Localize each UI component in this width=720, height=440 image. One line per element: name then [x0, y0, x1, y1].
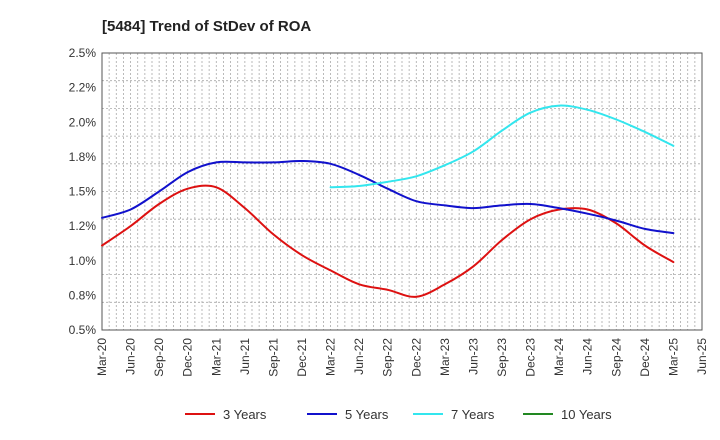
x-tick-label: Mar-23	[438, 338, 452, 376]
x-tick-label: Sep-23	[495, 338, 509, 377]
y-axis: 0.5% 0.8% 1.0% 1.2% 1.5% 1.8% 2.0% 2.2% 2.5%	[69, 46, 97, 337]
plot-border	[101, 52, 703, 331]
x-tick-label: Dec-22	[409, 338, 423, 377]
x-tick-label: Dec-20	[181, 338, 195, 377]
x-tick-label: Jun-24	[581, 338, 595, 375]
y-tick-label: 0.5%	[69, 323, 97, 337]
legend-item-3-years: 3 Years	[185, 407, 267, 422]
legend-item-5-years: 5 Years	[307, 407, 389, 422]
y-tick-label: 2.5%	[69, 46, 97, 60]
plot-area	[101, 52, 703, 331]
legend-label: 7 Years	[451, 407, 495, 422]
gridlines	[102, 53, 702, 330]
x-tick-label: Jun-20	[124, 338, 138, 375]
chart-title: [5484] Trend of StDev of ROA	[102, 18, 311, 35]
x-tick-label: Sep-24	[609, 338, 623, 377]
y-tick-label: 1.8%	[69, 150, 97, 164]
legend-item-10-years: 10 Years	[523, 407, 612, 422]
x-tick-label: Sep-21	[266, 338, 280, 377]
x-tick-label: Mar-25	[666, 338, 680, 376]
legend-item-7-years: 7 Years	[413, 407, 495, 422]
x-tick-label: Jun-23	[466, 338, 480, 375]
series-lines	[101, 104, 675, 298]
x-tick-label: Mar-24	[552, 338, 566, 376]
series-line-7-years	[329, 104, 675, 189]
x-tick-label: Dec-21	[295, 338, 309, 377]
x-tick-label: Dec-24	[638, 338, 652, 377]
y-tick-label: 2.2%	[69, 81, 97, 95]
legend-label: 3 Years	[223, 407, 267, 422]
x-tick-label: Sep-22	[381, 338, 395, 377]
x-tick-label: Jun-21	[238, 338, 252, 375]
series-line-3-years	[101, 184, 675, 298]
legend-label: 10 Years	[561, 407, 612, 422]
y-tick-label: 1.0%	[69, 254, 97, 268]
x-tick-label: Mar-20	[95, 338, 109, 376]
x-tick-label: Jun-22	[352, 338, 366, 375]
y-tick-label: 0.8%	[69, 288, 97, 302]
y-tick-label: 1.5%	[69, 185, 97, 199]
legend-label: 5 Years	[345, 407, 389, 422]
x-tick-label: Dec-23	[524, 338, 538, 377]
x-tick-label: Jun-25	[695, 338, 709, 375]
series-line-5-years	[101, 159, 675, 235]
y-tick-label: 2.0%	[69, 115, 97, 129]
x-tick-label: Mar-21	[209, 338, 223, 376]
x-tick-label: Mar-22	[324, 338, 338, 376]
x-axis: Mar-20 Jun-20 Sep-20 Dec-20 Mar-21 Jun-21 Sep-…	[95, 338, 709, 377]
x-tick-label: Sep-20	[152, 338, 166, 377]
legend: 3 Years 5 Years 7 Years 10 Years	[185, 407, 612, 422]
y-tick-label: 1.2%	[69, 219, 97, 233]
